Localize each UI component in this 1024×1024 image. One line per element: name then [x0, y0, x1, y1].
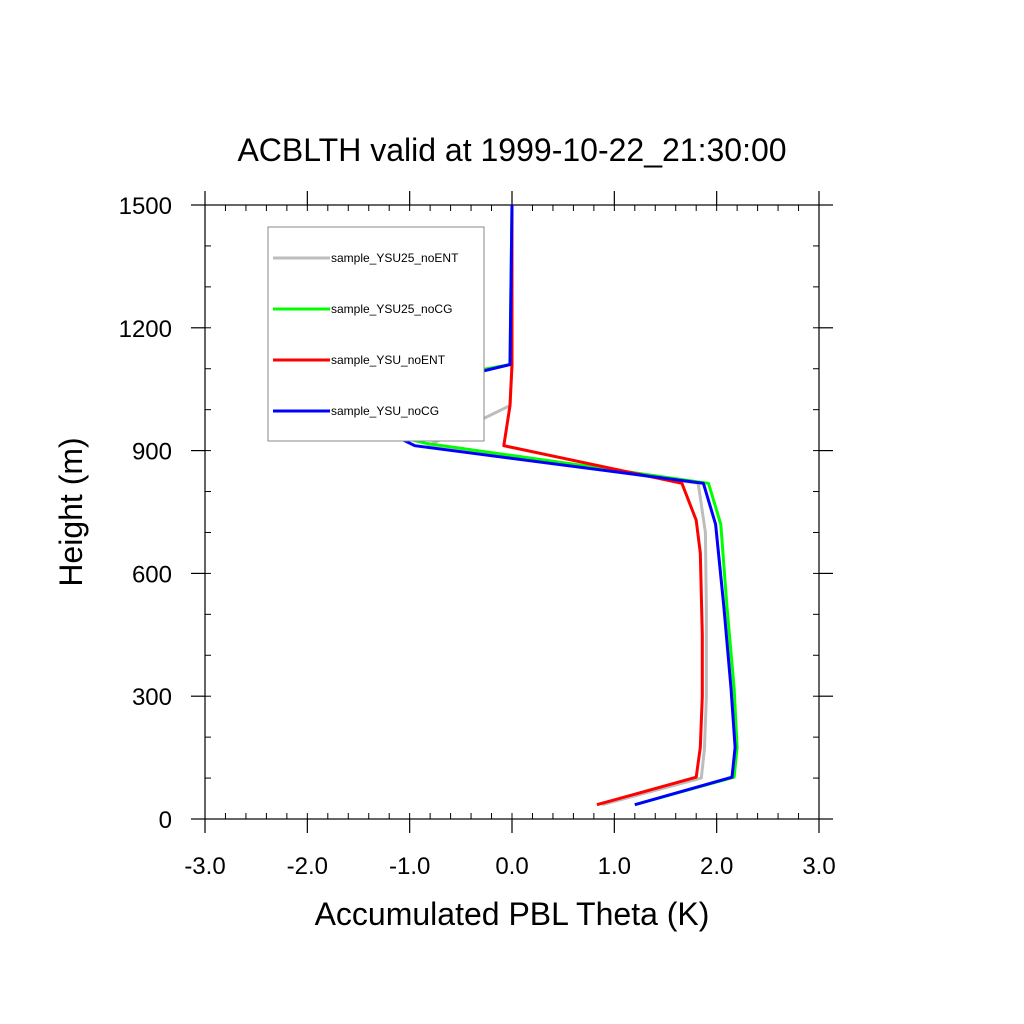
y-tick-label: 1200	[119, 316, 172, 343]
y-tick-label: 1500	[119, 193, 172, 220]
y-tick-label: 600	[132, 561, 172, 588]
y-axis-label: Height (m)	[53, 437, 89, 586]
x-tick-label: -3.0	[184, 853, 225, 880]
y-tick-label: 300	[132, 684, 172, 711]
chart-title: ACBLTH valid at 1999-10-22_21:30:00	[237, 132, 786, 168]
x-tick-label: -1.0	[389, 853, 430, 880]
legend-box	[267, 226, 485, 442]
minor-ticks	[204, 204, 820, 820]
x-tick-labels: -3.0 -2.0 -1.0 0.0 1.0 2.0 3.0	[184, 853, 835, 880]
legend-label: sample_YSU_noCG	[331, 404, 439, 418]
y-tick-label: 0	[159, 807, 172, 834]
y-tick-labels: 0 300 600 900 1200 1500	[119, 193, 172, 834]
major-ticks	[191, 191, 833, 833]
x-tick-label: -2.0	[287, 853, 328, 880]
legend-label: sample_YSU25_noCG	[331, 302, 452, 316]
x-tick-label: 2.0	[700, 853, 733, 880]
series-line-sample_YSU_noENT	[502, 205, 704, 807]
y-tick-label: 900	[132, 439, 172, 466]
legend-label: sample_YSU_noENT	[331, 353, 446, 367]
x-axis-label: Accumulated PBL Theta (K)	[315, 896, 710, 932]
x-tick-label: 1.0	[598, 853, 631, 880]
legend: sample_YSU25_noENT sample_YSU25_noCGsampl…	[267, 226, 485, 442]
x-tick-label: 3.0	[802, 853, 835, 880]
legend-label: sample_YSU25_noENT	[331, 251, 459, 265]
x-tick-label: 0.0	[495, 853, 528, 880]
